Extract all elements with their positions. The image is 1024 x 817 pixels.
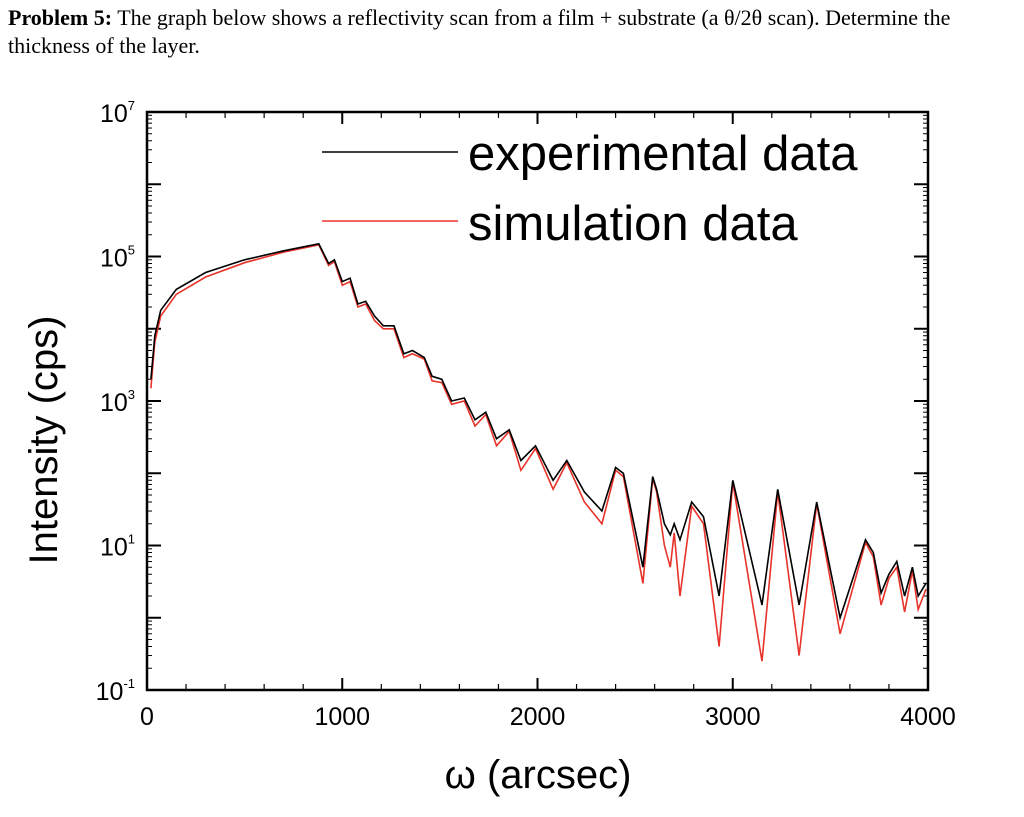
y-axis-title: Intensity (cps): [22, 316, 66, 565]
y-tick-label: 101: [100, 532, 135, 562]
x-tick-label: 2000: [510, 703, 566, 731]
x-tick-label: 0: [140, 703, 154, 731]
plot-frame: [145, 110, 930, 692]
problem-label: Problem 5:: [8, 5, 113, 30]
y-axis-ticks: 10-1 101 103 105 107: [96, 98, 928, 706]
x-tick-label: 3000: [705, 703, 761, 731]
x-tick-label: 4000: [900, 703, 956, 731]
problem-text: The graph below shows a reflectivity sca…: [8, 5, 951, 58]
y-tick-label: 10-1: [96, 676, 135, 706]
x-tick-label: 1000: [314, 703, 370, 731]
y-tick-label: 107: [100, 98, 135, 128]
problem-statement: Problem 5: The graph below shows a refle…: [8, 4, 1018, 60]
legend: experimental data simulation data: [322, 127, 858, 251]
legend-label-experimental: experimental data: [468, 127, 858, 181]
legend-label-simulation: simulation data: [468, 197, 798, 251]
x-axis-title: ω (arcsec): [445, 753, 632, 797]
y-tick-label: 103: [100, 387, 135, 417]
series-experimental-line: [150, 242, 927, 621]
series-lines: [150, 242, 927, 662]
y-tick-label: 105: [100, 243, 135, 273]
